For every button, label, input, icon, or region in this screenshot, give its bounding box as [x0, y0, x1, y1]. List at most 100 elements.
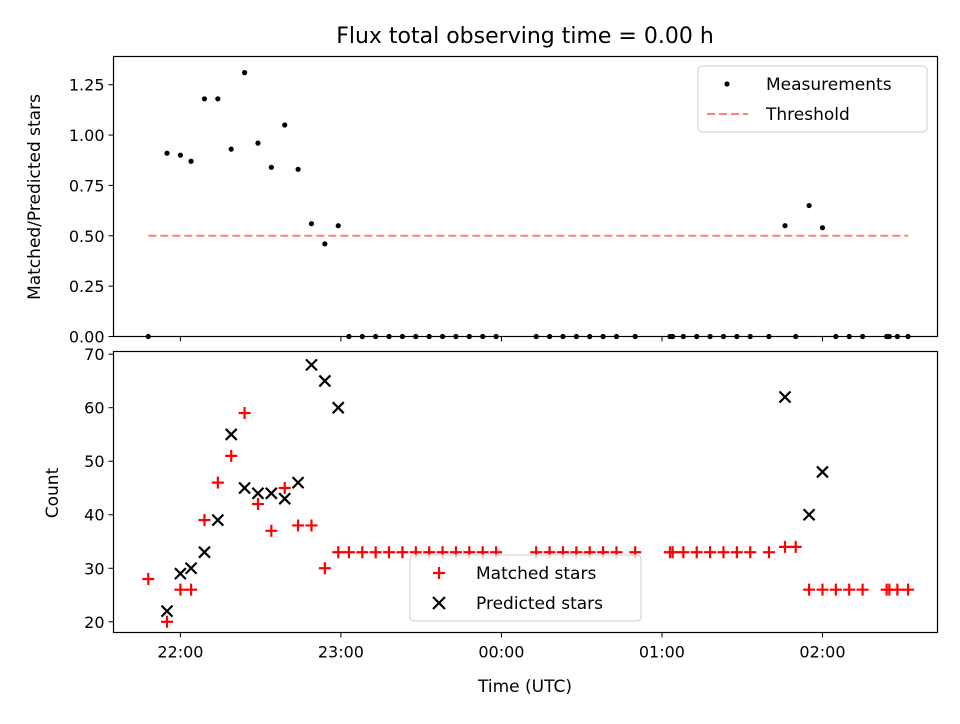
matched-star-point: [356, 546, 369, 559]
chart-title: Flux total observing time = 0.00 h: [336, 24, 714, 49]
matched-star-point: [174, 583, 187, 596]
matched-star-point: [666, 546, 679, 559]
matched-star-point: [762, 546, 775, 559]
matched-star-point: [843, 583, 856, 596]
matched-star-point: [238, 407, 251, 420]
bottom-legend-box: [409, 554, 642, 622]
predicted-star-point: [802, 508, 816, 522]
y-tick-label: 70: [84, 345, 104, 364]
predicted-star-point: [160, 604, 174, 618]
predicted-star-point: [278, 492, 291, 505]
predicted-star-point: [198, 545, 211, 559]
matched-star-point: [891, 583, 904, 596]
top-y-ticks: 0.00 0.25 0.50 0.75 1.00 1.25: [69, 76, 114, 347]
legend-measurements-label: Measurements: [766, 75, 892, 95]
x-tick-label: 02:00: [799, 643, 845, 662]
y-tick-label: 40: [84, 506, 104, 525]
top-legend: Measurements Threshold: [697, 65, 928, 133]
measurement-point: [268, 164, 274, 170]
matched-star-point: [305, 519, 318, 532]
bottom-axes-frame: [112, 350, 939, 634]
measurement-point: [782, 223, 788, 229]
matched-star-point: [717, 546, 730, 559]
top-legend-box: [697, 65, 928, 133]
matched-star-point: [278, 481, 291, 494]
measurement-point: [164, 150, 170, 156]
matched-star-point: [396, 546, 409, 559]
measurement-point: [188, 158, 194, 164]
top-y-axis-label: Matched/Predicted stars: [25, 94, 45, 300]
matched-star-point: [816, 583, 829, 596]
predicted-star-point: [816, 465, 829, 479]
matched-star-point: [677, 546, 690, 559]
measurement-point: [322, 241, 328, 247]
measurement-point: [177, 152, 183, 158]
legend-matched-marker: [433, 567, 445, 579]
bottom-x-ticks: 22:00 23:00 00:00 01:00 02:00: [157, 632, 846, 662]
measurement-point: [255, 140, 261, 146]
ratio-marks: [145, 70, 911, 340]
measurement-point: [228, 146, 234, 152]
predicted-star-point: [331, 401, 345, 414]
predicted-star-point: [305, 358, 318, 372]
matched-star-point: [225, 449, 238, 462]
matched-star-point: [803, 583, 816, 596]
top-x-ticks: [179, 336, 823, 342]
y-tick-label: 1.00: [69, 126, 105, 145]
measurement-point: [241, 70, 248, 76]
y-tick-label: 0.00: [69, 328, 105, 347]
matched-star-point: [211, 476, 224, 489]
matched-star-point: [829, 583, 842, 596]
y-tick-label: 0.75: [69, 176, 105, 195]
predicted-star-point: [265, 487, 278, 500]
x-tick-label: 22:00: [157, 643, 203, 662]
y-tick-label: 60: [84, 399, 104, 418]
matched-star-point: [789, 540, 802, 553]
legend-predicted-label: Predicted stars: [476, 594, 603, 614]
matched-star-point: [856, 583, 869, 596]
bottom-legend: Matched stars Predicted stars: [409, 554, 642, 622]
measurement-point: [335, 223, 341, 229]
matched-star-point: [690, 546, 703, 559]
matched-star-point: [342, 546, 355, 559]
measurement-point: [201, 96, 208, 102]
predicted-star-point: [291, 476, 305, 489]
measurement-point: [308, 221, 315, 227]
y-tick-label: 0.50: [69, 227, 105, 246]
matched-star-point: [318, 562, 331, 575]
measurement-point: [282, 122, 288, 128]
measurement-point: [295, 166, 301, 172]
matched-star-point: [779, 540, 792, 553]
matched-star-point: [704, 546, 717, 559]
x-tick-label: 00:00: [478, 643, 524, 662]
matched-star-point: [332, 546, 345, 559]
predicted-star-point: [251, 487, 265, 500]
y-tick-label: 50: [84, 452, 104, 471]
predicted-star-point: [224, 428, 238, 441]
y-tick-label: 1.25: [69, 76, 105, 95]
predicted-star-point: [778, 390, 792, 404]
bottom-y-ticks: 20 30 40 50 60 70: [84, 345, 114, 632]
x-tick-label: 01:00: [639, 643, 685, 662]
ratio-panel: Flux total observing time = 0.00 h Match…: [25, 24, 939, 347]
legend-measurements-marker: [724, 81, 730, 87]
x-tick-label: 23:00: [318, 643, 364, 662]
measurement-point: [819, 225, 826, 231]
matched-star-point: [265, 524, 278, 537]
y-tick-label: 30: [84, 559, 104, 578]
bottom-y-axis-label: Count: [43, 467, 63, 518]
matched-star-point: [369, 546, 382, 559]
predicted-star-point: [174, 567, 187, 580]
count-panel: Count Time (UTC) 20 30 40 50 60 70 22:00 23:00…: [43, 345, 939, 697]
legend-predicted-marker: [432, 596, 446, 610]
measurement-point: [806, 202, 812, 209]
matched-star-point: [383, 546, 396, 559]
predicted-star-point: [318, 374, 332, 388]
count-marks: [142, 358, 915, 628]
top-axes-frame: [112, 55, 939, 338]
matched-star-point: [161, 615, 174, 628]
matched-star-point: [744, 546, 757, 559]
x-axis-label: Time (UTC): [477, 677, 572, 697]
matched-star-point: [730, 546, 743, 559]
